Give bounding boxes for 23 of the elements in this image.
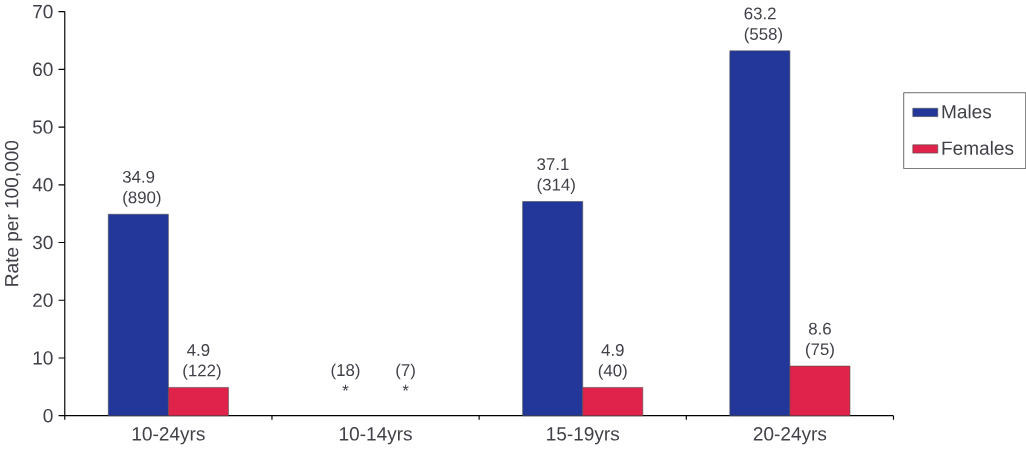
text: (7) * [396,363,415,391]
data-label: 8.6 (75) [806,322,834,359]
y-tick-label: 50 [32,120,53,134]
y-tick-label: 10 [33,351,53,365]
data-label: 34.9 (890) [122,170,161,207]
x-tick-label: 10-14yrs [339,427,412,445]
data-label: 4.9 (122) [183,343,221,380]
y-tick-label: 20 [33,293,53,307]
y-tick-label: 40 [32,177,53,192]
legend-label: Females [942,140,1014,155]
y-tick-label: 70 [33,4,53,19]
text: (18) * [331,363,360,391]
y-tick-label: 60 [33,62,53,76]
data-label: 63.2 (558) [744,7,783,44]
x-tick-label: 15-19yrs [547,427,620,445]
y-tick-label: 0 [43,408,53,423]
data-label: 4.9 (40) [598,343,627,380]
y-tick-label: 30 [32,235,53,250]
legend-label: Males [942,104,992,119]
x-tick-label: 20-24yrs [753,427,827,445]
x-tick-label: 10-24yrs [132,427,205,445]
data-label: 37.1 (314) [537,158,575,194]
y-axis-title: Rate per 100,000 [4,140,23,286]
